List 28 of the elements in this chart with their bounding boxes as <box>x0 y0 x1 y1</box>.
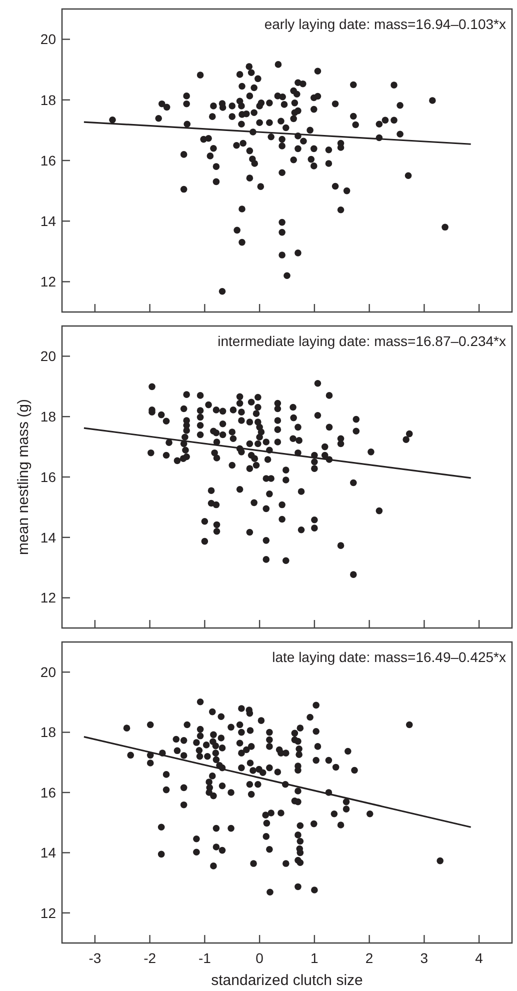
y-tick-label: 14 <box>40 529 56 546</box>
x-tick-label: 0 <box>256 950 264 966</box>
y-tick-label: 14 <box>40 844 56 861</box>
x-axis-title: standarized clutch size <box>211 972 363 989</box>
y-tick-label: 12 <box>40 904 56 921</box>
y-tick-label: 14 <box>40 213 56 229</box>
x-tick-label: 3 <box>420 950 428 966</box>
annotation: early laying date: mass=16.94–0.103*x <box>264 16 506 32</box>
y-tick-label: 12 <box>40 274 56 290</box>
annotation: intermediate laying date: mass=16.87–0.234*x <box>218 333 506 349</box>
y-tick-label: 18 <box>40 724 56 740</box>
y-tick-label: 16 <box>40 468 56 485</box>
y-tick-label: 16 <box>40 784 56 800</box>
x-tick-label: -1 <box>198 950 212 966</box>
y-tick-label: 20 <box>40 31 56 48</box>
y-tick-label: 16 <box>40 152 56 168</box>
x-tick-label: 1 <box>310 950 319 966</box>
y-tick-label: 20 <box>40 348 56 364</box>
x-tick-label: 2 <box>365 950 374 966</box>
x-tick-label: -3 <box>88 950 102 966</box>
y-tick-label: 18 <box>40 92 56 108</box>
y-tick-label: 12 <box>40 590 56 606</box>
x-tick-label: 4 <box>475 950 484 966</box>
annotation: late laying date: mass=16.49–0.425*x <box>272 649 506 665</box>
y-tick-label: 20 <box>40 664 56 680</box>
x-tick-label: -2 <box>144 950 156 966</box>
y-axis-title: mean nestling mass (g) <box>15 399 32 555</box>
y-tick-label: 18 <box>40 408 56 424</box>
